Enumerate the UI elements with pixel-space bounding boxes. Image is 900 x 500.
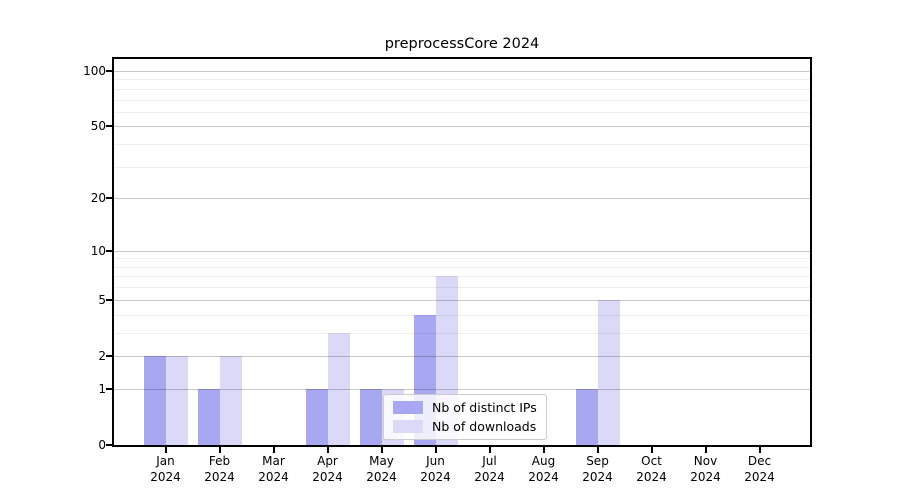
legend-item-downloads: Nb of downloads	[393, 419, 537, 434]
x-tick-label-jul: Jul 2024	[474, 454, 505, 484]
x-tick-label-aug: Aug 2024	[528, 454, 559, 484]
gridline-8	[114, 266, 810, 268]
gridline-50	[114, 126, 810, 128]
x-tick-mark	[650, 447, 653, 453]
y-tick-mark	[106, 354, 112, 357]
gridline-30	[114, 166, 810, 168]
y-tick-mark	[106, 387, 112, 390]
plot-area: Nb of distinct IPs Nb of downloads	[112, 57, 812, 447]
bar-distinct-ips	[197, 388, 220, 445]
bar-downloads	[219, 355, 242, 445]
gridline-7	[114, 276, 810, 278]
bar-distinct-ips	[143, 355, 166, 445]
legend-label-distinct-ips: Nb of distinct IPs	[432, 400, 537, 415]
gridline-10	[114, 250, 810, 252]
x-tick-mark	[488, 447, 491, 453]
x-tick-mark	[704, 447, 707, 453]
gridline-5	[114, 299, 810, 301]
gridline-70	[114, 99, 810, 101]
gridlines-layer	[114, 59, 810, 445]
x-tick-mark	[218, 447, 221, 453]
gridline-80	[114, 88, 810, 90]
x-tick-label-jun: Jun 2024	[420, 454, 451, 484]
y-tick-label-0: 0	[98, 438, 106, 452]
gridline-6	[114, 287, 810, 289]
y-tick-mark	[106, 298, 112, 301]
legend-swatch-distinct-ips	[393, 401, 423, 414]
gridline-3	[114, 332, 810, 334]
legend-item-distinct-ips: Nb of distinct IPs	[393, 400, 537, 415]
bar-distinct-ips	[305, 388, 328, 445]
x-tick-label-mar: Mar 2024	[258, 454, 289, 484]
gridline-4	[114, 314, 810, 316]
y-tick-mark	[106, 69, 112, 72]
gridline-40	[114, 144, 810, 146]
y-tick-label-20: 20	[90, 191, 106, 206]
legend-label-downloads: Nb of downloads	[432, 419, 537, 434]
x-tick-label-may: May 2024	[366, 454, 397, 484]
y-tick-label-1: 1	[98, 381, 106, 396]
y-tick-mark	[106, 444, 112, 446]
bar-downloads	[327, 332, 350, 445]
y-tick-mark	[106, 197, 112, 200]
x-tick-mark	[758, 447, 761, 453]
bar-downloads	[597, 299, 620, 445]
x-tick-mark	[380, 447, 383, 453]
x-tick-label-feb: Feb 2024	[204, 454, 235, 484]
x-tick-label-oct: Oct 2024	[636, 454, 667, 484]
chart-title: preprocessCore 2024	[384, 36, 540, 52]
gridline-2	[114, 355, 810, 357]
x-tick-label-nov: Nov 2024	[690, 454, 721, 484]
y-tick-label-50: 50	[90, 119, 106, 134]
gridline-90	[114, 79, 810, 81]
y-tick-label-5: 5	[98, 292, 106, 307]
bar-distinct-ips	[575, 388, 598, 445]
x-tick-mark	[596, 447, 599, 453]
x-tick-mark	[164, 447, 167, 453]
bar-distinct-ips	[359, 388, 382, 445]
gridline-60	[114, 111, 810, 113]
legend: Nb of distinct IPs Nb of downloads	[383, 394, 547, 440]
x-tick-mark	[542, 447, 545, 453]
x-tick-mark	[326, 447, 329, 453]
legend-swatch-downloads	[393, 420, 423, 433]
x-tick-mark	[434, 447, 437, 453]
y-tick-label-10: 10	[90, 243, 106, 258]
y-tick-label-2: 2	[98, 348, 106, 363]
y-tick-mark	[106, 125, 112, 128]
gridline-20	[114, 198, 810, 200]
x-tick-mark	[272, 447, 275, 453]
x-tick-label-jan: Jan 2024	[150, 454, 181, 484]
gridline-100	[114, 70, 810, 72]
y-tick-mark	[106, 249, 112, 252]
gridline-9	[114, 258, 810, 260]
bar-downloads	[165, 355, 188, 445]
x-tick-label-sep: Sep 2024	[582, 454, 613, 484]
gridline-1	[114, 388, 810, 390]
y-tick-label-100: 100	[83, 63, 106, 78]
x-tick-label-dec: Dec 2024	[744, 454, 775, 484]
x-tick-label-apr: Apr 2024	[312, 454, 343, 484]
